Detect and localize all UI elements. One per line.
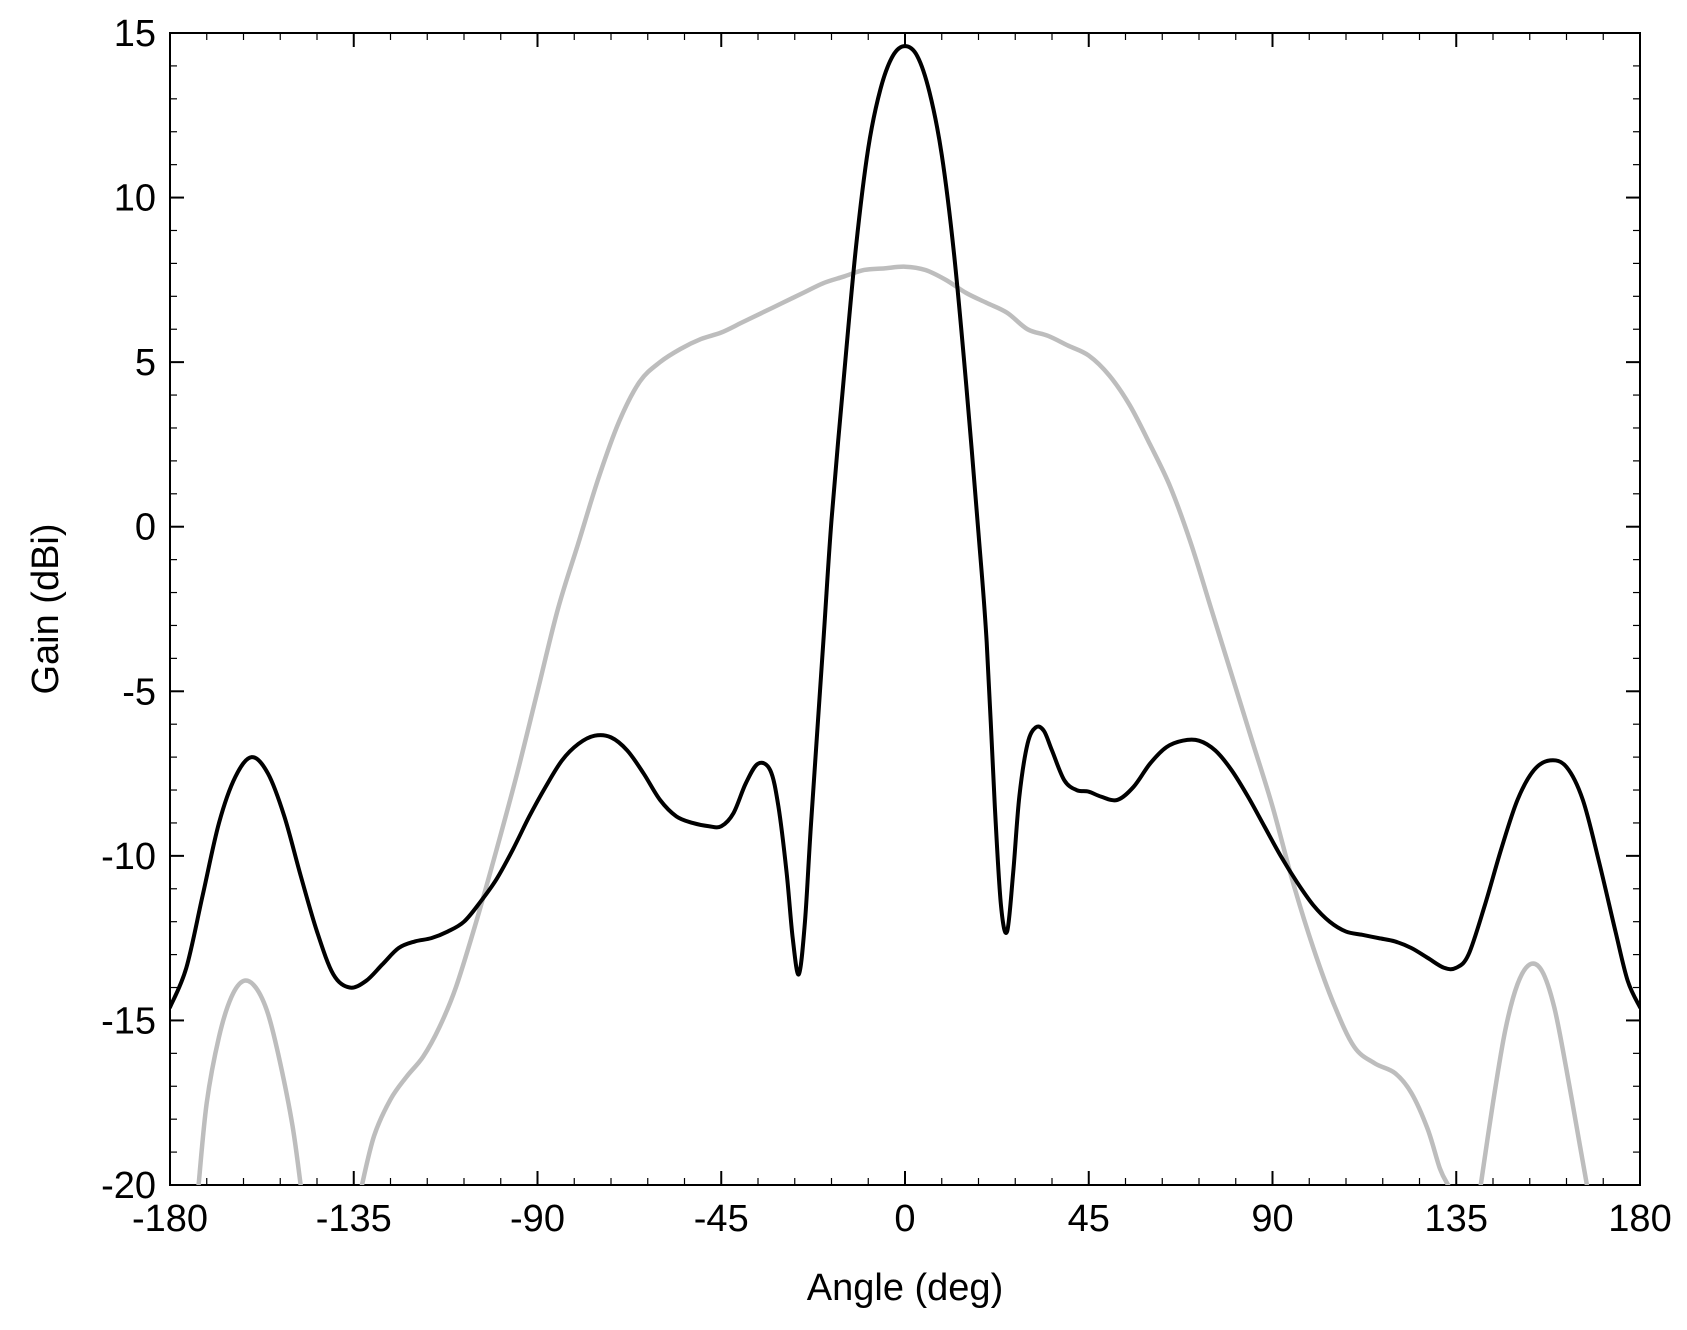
series-gray-line-segment-3: [1478, 961, 1590, 1185]
y-axis-title: Gain (dBi): [25, 523, 67, 694]
x-tick-label: -90: [510, 1198, 565, 1240]
x-tick-label: 135: [1425, 1198, 1488, 1240]
x-tick-label: 180: [1608, 1198, 1671, 1240]
x-tick-label: -180: [132, 1198, 208, 1240]
major-ticks: [169, 32, 1641, 1186]
y-tick-label: -5: [122, 671, 156, 713]
x-tick-label: -135: [316, 1198, 392, 1240]
x-tick-label: 45: [1068, 1198, 1110, 1240]
x-tick-label: -45: [694, 1198, 749, 1240]
series-black-line: [170, 44, 1640, 1010]
y-tick-label: 15: [114, 13, 156, 55]
y-tick-label: -20: [101, 1165, 156, 1207]
plot-frame: [169, 32, 1641, 1186]
x-axis-title: Angle (deg): [807, 1267, 1003, 1309]
series-gray-line-segment-2: [359, 264, 1451, 1185]
y-tick-label: 10: [114, 178, 156, 220]
y-tick-label: 5: [135, 342, 156, 384]
series-layer: [170, 44, 1640, 1185]
x-tick-label: 0: [894, 1198, 915, 1240]
y-tick-label: 0: [135, 507, 156, 549]
y-tick-label: -10: [101, 836, 156, 878]
x-tick-label: 90: [1251, 1198, 1293, 1240]
y-tick-label: -15: [101, 1000, 156, 1042]
series-gray-line-segment-1: [196, 978, 303, 1185]
y-tick-labels: -20 -15 -10 -5 0 5 10 15: [101, 13, 156, 1207]
x-tick-labels: -180 -135 -90 -45 0 45 90 135 180: [132, 1198, 1672, 1240]
